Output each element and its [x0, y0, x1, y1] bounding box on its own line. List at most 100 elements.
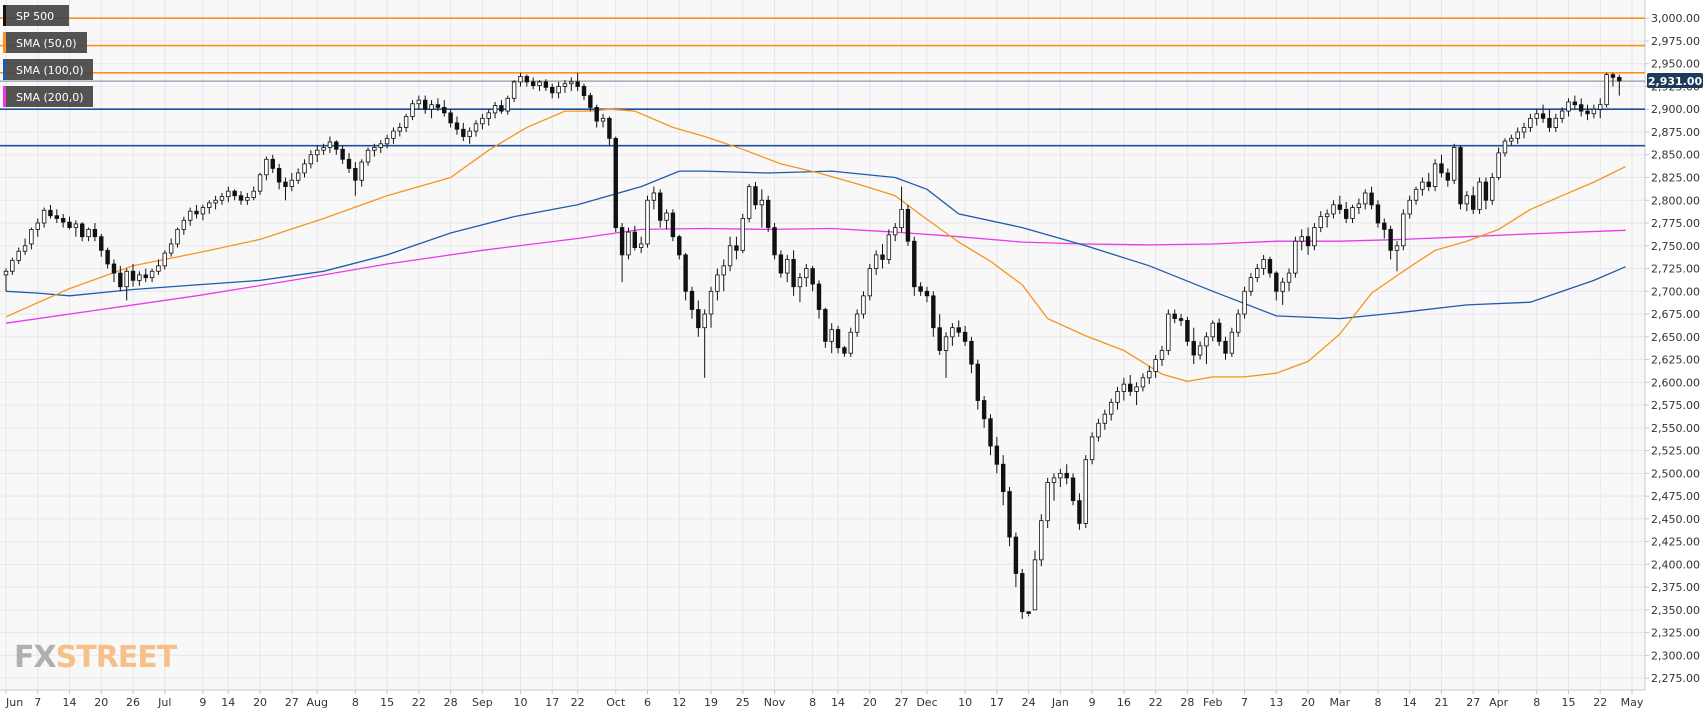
x-tick-label: 20	[253, 696, 267, 709]
y-tick-label: 2,750.00	[1651, 240, 1700, 253]
candle	[1223, 336, 1228, 360]
candle	[1477, 177, 1482, 214]
logo-fx: FX	[14, 640, 56, 675]
candle-body-up	[829, 329, 834, 342]
candle-body-down	[1578, 104, 1584, 112]
y-tick-label: 2,525.00	[1651, 445, 1700, 458]
candle	[461, 122, 466, 142]
x-tick-label: 8	[352, 696, 359, 709]
candle	[613, 136, 618, 233]
candle	[943, 332, 949, 378]
x-tick-label: 6	[644, 696, 651, 709]
candle	[670, 209, 676, 242]
candle	[1153, 355, 1158, 378]
candle	[1559, 107, 1565, 123]
candle	[315, 145, 320, 163]
candle	[162, 250, 167, 270]
candle-body-up	[1464, 195, 1470, 205]
candle-body-up	[384, 137, 390, 145]
candle-body-up	[1521, 127, 1527, 133]
candle	[473, 120, 479, 137]
candle	[677, 234, 682, 260]
candle-body-down	[1610, 74, 1616, 78]
candle	[181, 216, 187, 235]
candle-body-down	[1267, 259, 1273, 274]
candle-body-up	[1102, 413, 1108, 424]
candle	[638, 236, 644, 254]
candle-body-up	[1515, 131, 1520, 139]
candle	[886, 229, 892, 264]
y-tick-label: 2,700.00	[1651, 285, 1700, 298]
y-tick-label: 2,900.00	[1651, 103, 1700, 116]
candle	[1382, 218, 1387, 239]
candle	[683, 253, 688, 301]
candle-body-up	[1413, 188, 1419, 201]
candle	[861, 291, 866, 319]
candle-body-up	[854, 313, 860, 333]
candle	[1432, 159, 1438, 192]
candle	[1178, 314, 1184, 326]
candle-body-up	[200, 207, 206, 215]
candle-body-up	[562, 83, 568, 87]
candle-body-up	[187, 210, 193, 221]
candle	[1000, 455, 1006, 506]
candle-body-up	[867, 268, 873, 297]
candle-body-up	[429, 104, 434, 110]
candle	[696, 300, 701, 337]
candle	[778, 250, 784, 278]
x-tick-label: Nov	[764, 696, 786, 709]
candle-body-up	[213, 199, 218, 204]
candle-body-up	[1312, 227, 1317, 247]
candle	[60, 213, 66, 228]
candle	[1420, 177, 1425, 196]
candle-body-up	[1509, 137, 1514, 142]
candle-body-up	[1153, 359, 1158, 372]
legend-swatch	[3, 59, 6, 80]
candle	[245, 192, 250, 205]
candle-body-up	[327, 141, 333, 148]
legend-item: SMA (100,0)	[3, 59, 93, 80]
candle-body-down	[105, 249, 110, 265]
candle-body-down	[772, 227, 777, 256]
candle	[842, 345, 847, 357]
candle-body-up	[746, 186, 752, 219]
candle-body-down	[619, 227, 625, 256]
candle-body-down	[283, 181, 288, 188]
candle	[867, 263, 873, 301]
candle	[1134, 382, 1139, 406]
candle-body-up	[1420, 181, 1425, 190]
candle-body-up	[207, 202, 212, 208]
x-tick-label: 14	[221, 696, 235, 709]
candle-body-down	[753, 186, 758, 206]
candle-body-down	[918, 286, 923, 292]
candle	[550, 83, 555, 99]
candle	[1578, 98, 1584, 117]
x-tick-label: Jul	[157, 696, 171, 709]
candle	[251, 186, 256, 201]
candle	[785, 254, 790, 283]
candle	[1236, 309, 1241, 337]
candle	[353, 162, 358, 196]
candle	[1051, 473, 1057, 501]
candle-body-down	[1617, 76, 1622, 82]
x-tick-label: 24	[1022, 696, 1036, 709]
candle	[950, 323, 955, 346]
candle-body-up	[638, 243, 644, 248]
candle	[73, 220, 79, 237]
candle-body-down	[1439, 163, 1444, 174]
candle	[721, 259, 726, 292]
candle	[1540, 104, 1546, 123]
candle-body-up	[1121, 383, 1127, 392]
legend-item-bg	[3, 59, 93, 80]
candle	[1007, 487, 1012, 547]
x-tick-label: 9	[1089, 696, 1096, 709]
candle-body-up	[137, 274, 142, 281]
y-tick-label: 2,425.00	[1651, 536, 1700, 549]
candle-body-up	[1534, 113, 1539, 119]
candle-body-down	[1388, 228, 1393, 251]
logo-text: FXSTREET	[14, 640, 178, 675]
x-tick-label: Aug	[306, 696, 327, 709]
candle	[3, 268, 9, 292]
candle-body-down	[1337, 204, 1343, 210]
